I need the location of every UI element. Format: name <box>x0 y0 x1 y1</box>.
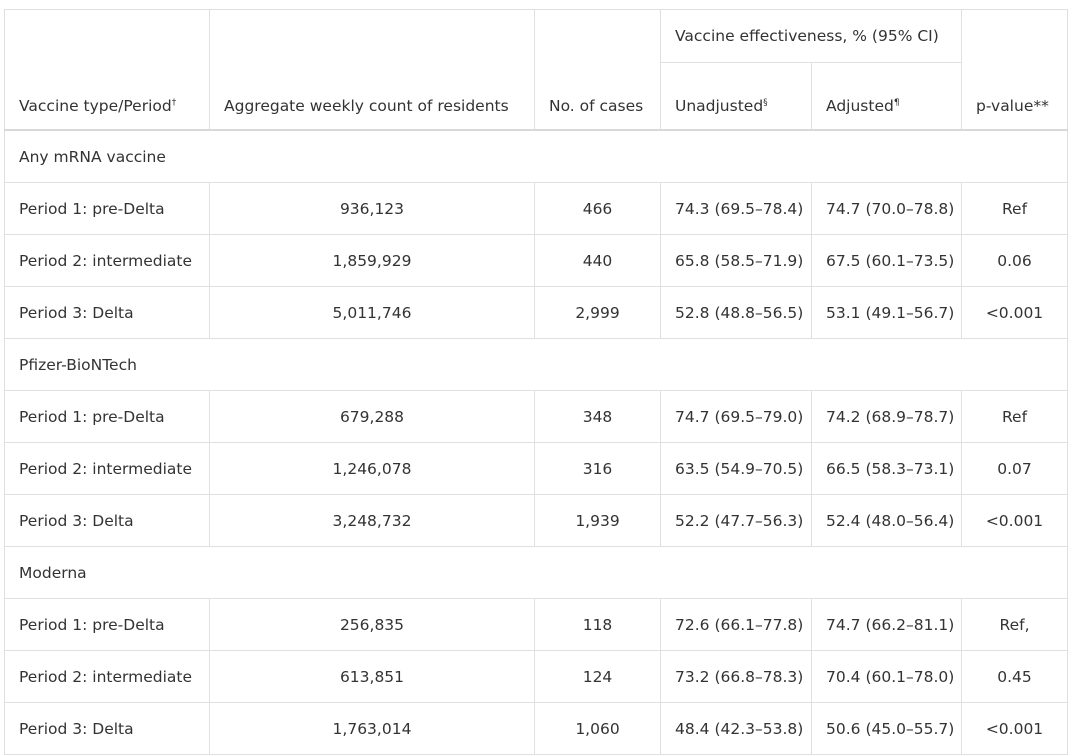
unadjusted-cell: 74.3 (69.5–78.4) <box>660 182 812 235</box>
pvalue-cell: Ref <box>961 390 1068 443</box>
count-cell: 613,851 <box>209 650 535 703</box>
pvalue-cell: Ref <box>961 182 1068 235</box>
header-pvalue: p-value** <box>961 9 1068 131</box>
cases-cell: 316 <box>534 442 661 495</box>
unadjusted-cell: 52.2 (47.7–56.3) <box>660 494 812 547</box>
table-row: Period 2: intermediate 1,246,078 316 63.… <box>4 442 1068 495</box>
section-title: Any mRNA vaccine <box>4 129 1068 183</box>
dagger-footnote: † <box>171 98 177 108</box>
section-row: Moderna <box>4 546 1068 599</box>
table-row: Period 1: pre-Delta 679,288 348 74.7 (69… <box>4 390 1068 443</box>
section-row: Any mRNA vaccine <box>4 129 1068 183</box>
adjusted-cell: 70.4 (60.1–78.0) <box>811 650 962 703</box>
count-cell: 1,859,929 <box>209 234 535 287</box>
header-vaccine-type: Vaccine type/Period† <box>4 9 210 131</box>
table-row: Period 1: pre-Delta 256,835 118 72.6 (66… <box>4 598 1068 651</box>
vaccine-effectiveness-table: Vaccine type/Period† Aggregate weekly co… <box>4 9 1068 755</box>
pvalue-cell: Ref, <box>961 598 1068 651</box>
unadjusted-cell: 73.2 (66.8–78.3) <box>660 650 812 703</box>
adjusted-cell: 66.5 (58.3–73.1) <box>811 442 962 495</box>
section-footnote: § <box>763 98 768 108</box>
table-row: Period 3: Delta 5,011,746 2,999 52.8 (48… <box>4 286 1068 339</box>
unadjusted-cell: 63.5 (54.9–70.5) <box>660 442 812 495</box>
cases-cell: 466 <box>534 182 661 235</box>
table-body: Any mRNA vaccine Period 1: pre-Delta 936… <box>4 129 1068 755</box>
period-cell: Period 1: pre-Delta <box>4 598 210 651</box>
count-cell: 1,246,078 <box>209 442 535 495</box>
cases-cell: 2,999 <box>534 286 661 339</box>
pvalue-cell: <0.001 <box>961 286 1068 339</box>
unadjusted-cell: 65.8 (58.5–71.9) <box>660 234 812 287</box>
unadjusted-cell: 52.8 (48.8–56.5) <box>660 286 812 339</box>
header-unadjusted: Unadjusted§ <box>660 62 812 131</box>
cases-cell: 124 <box>534 650 661 703</box>
unadjusted-cell: 48.4 (42.3–53.8) <box>660 702 812 755</box>
count-cell: 256,835 <box>209 598 535 651</box>
pilcrow-footnote: ¶ <box>893 98 900 108</box>
pvalue-cell: <0.001 <box>961 494 1068 547</box>
count-cell: 936,123 <box>209 182 535 235</box>
table-row: Period 2: intermediate 613,851 124 73.2 … <box>4 650 1068 703</box>
cases-cell: 348 <box>534 390 661 443</box>
header-ve-group: Vaccine effectiveness, % (95% CI) <box>660 9 962 63</box>
section-title: Pfizer-BioNTech <box>4 338 1068 391</box>
pvalue-cell: 0.06 <box>961 234 1068 287</box>
adjusted-cell: 50.6 (45.0–55.7) <box>811 702 962 755</box>
section-title: Moderna <box>4 546 1068 599</box>
section-row: Pfizer-BioNTech <box>4 338 1068 391</box>
adjusted-cell: 52.4 (48.0–56.4) <box>811 494 962 547</box>
period-cell: Period 1: pre-Delta <box>4 182 210 235</box>
period-cell: Period 3: Delta <box>4 702 210 755</box>
period-cell: Period 2: intermediate <box>4 442 210 495</box>
unadjusted-cell: 72.6 (66.1–77.8) <box>660 598 812 651</box>
cases-cell: 118 <box>534 598 661 651</box>
cases-cell: 1,060 <box>534 702 661 755</box>
period-cell: Period 2: intermediate <box>4 234 210 287</box>
count-cell: 3,248,732 <box>209 494 535 547</box>
pvalue-cell: 0.07 <box>961 442 1068 495</box>
cases-cell: 1,939 <box>534 494 661 547</box>
period-cell: Period 3: Delta <box>4 286 210 339</box>
table-row: Period 1: pre-Delta 936,123 466 74.3 (69… <box>4 182 1068 235</box>
period-cell: Period 3: Delta <box>4 494 210 547</box>
unadjusted-cell: 74.7 (69.5–79.0) <box>660 390 812 443</box>
count-cell: 5,011,746 <box>209 286 535 339</box>
adjusted-cell: 53.1 (49.1–56.7) <box>811 286 962 339</box>
pvalue-cell: 0.45 <box>961 650 1068 703</box>
adjusted-cell: 74.7 (66.2–81.1) <box>811 598 962 651</box>
table-row: Period 3: Delta 3,248,732 1,939 52.2 (47… <box>4 494 1068 547</box>
adjusted-cell: 67.5 (60.1–73.5) <box>811 234 962 287</box>
table-header: Vaccine type/Period† Aggregate weekly co… <box>4 9 1068 131</box>
period-cell: Period 2: intermediate <box>4 650 210 703</box>
count-cell: 1,763,014 <box>209 702 535 755</box>
table-row: Period 2: intermediate 1,859,929 440 65.… <box>4 234 1068 287</box>
pvalue-cell: <0.001 <box>961 702 1068 755</box>
cases-cell: 440 <box>534 234 661 287</box>
header-cases: No. of cases <box>534 9 661 131</box>
header-adjusted: Adjusted¶ <box>811 62 962 131</box>
table-row: Period 3: Delta 1,763,014 1,060 48.4 (42… <box>4 702 1068 755</box>
period-cell: Period 1: pre-Delta <box>4 390 210 443</box>
adjusted-cell: 74.7 (70.0–78.8) <box>811 182 962 235</box>
header-aggregate-count: Aggregate weekly count of residents <box>209 9 535 131</box>
adjusted-cell: 74.2 (68.9–78.7) <box>811 390 962 443</box>
count-cell: 679,288 <box>209 390 535 443</box>
